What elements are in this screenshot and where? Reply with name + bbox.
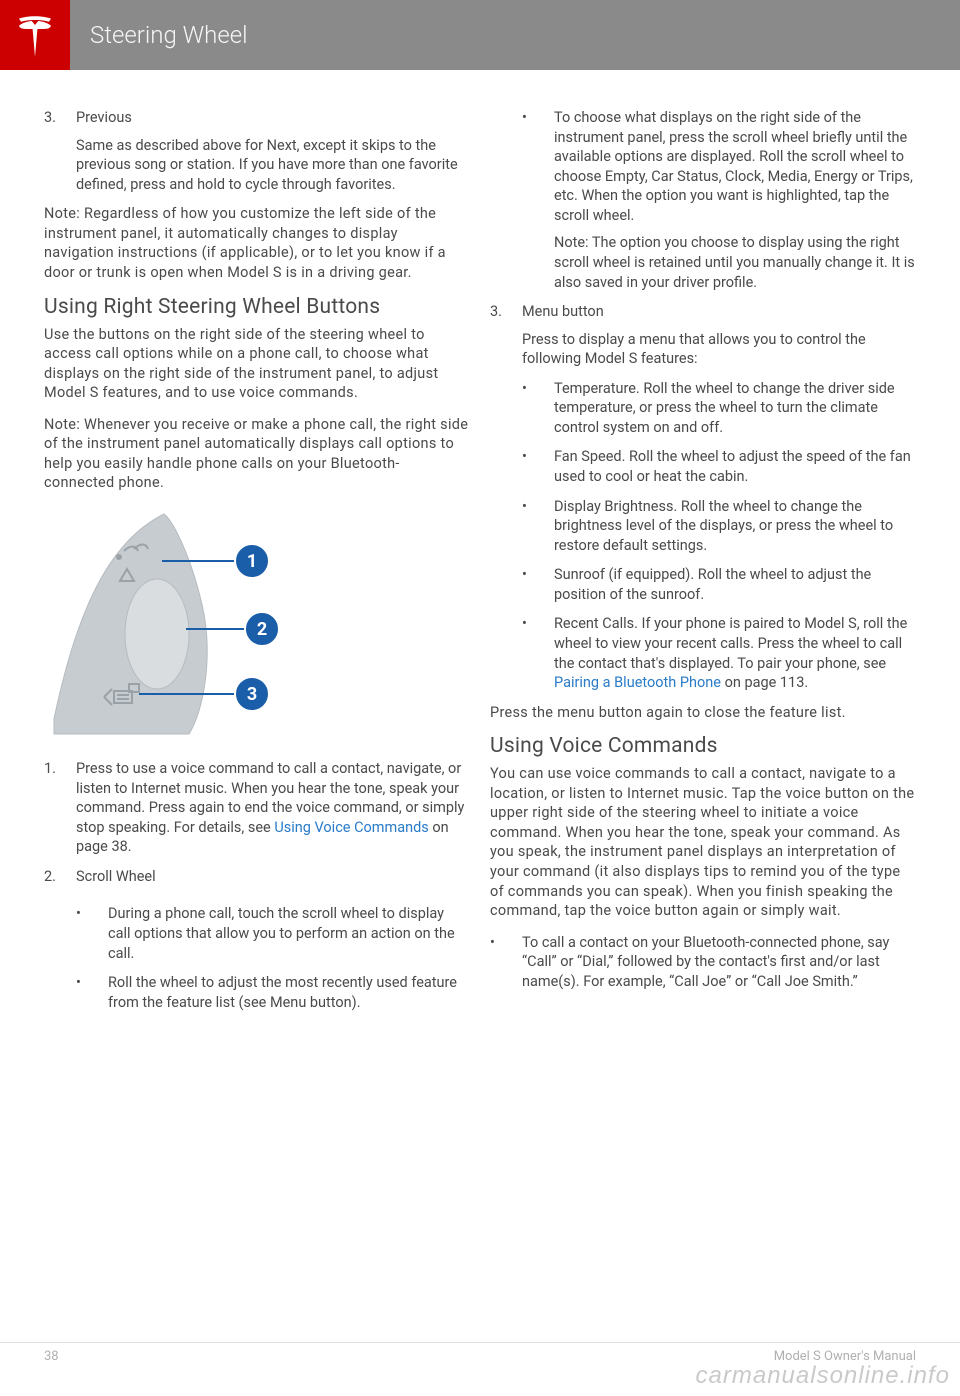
item-body: Same as described above for Next, except…: [76, 136, 470, 195]
bullet-item: • During a phone call, touch the scroll …: [44, 904, 470, 963]
bullet-item: • Recent Calls. If your phone is paired …: [490, 614, 916, 692]
tesla-logo-icon: [15, 13, 55, 57]
bullet-icon: •: [522, 379, 554, 438]
section-heading: Using Voice Commands: [490, 734, 916, 758]
page-number: 38: [44, 1349, 59, 1364]
bullet-item: • Sunroof (if equipped). Roll the wheel …: [490, 565, 916, 604]
list-number: 1.: [44, 759, 76, 857]
paragraph: You can use voice commands to call a con…: [490, 764, 916, 921]
text: Recent Calls. If your phone is paired to…: [554, 615, 907, 671]
tesla-logo-box: [0, 0, 70, 70]
bullet-item: • To call a contact on your Bluetooth-co…: [490, 933, 916, 992]
bullet-item: • Roll the wheel to adjust the most rece…: [44, 973, 470, 1012]
page-title: Steering Wheel: [70, 0, 960, 70]
item-body: Press to use a voice command to call a c…: [76, 759, 470, 857]
bullet-text: Display Brightness. Roll the wheel to ch…: [554, 497, 916, 556]
bullet-item: • Display Brightness. Roll the wheel to …: [490, 497, 916, 556]
bullet-item: • To choose what displays on the right s…: [490, 108, 916, 292]
bullet-icon: •: [490, 933, 522, 992]
bullet-icon: •: [76, 973, 108, 1012]
numbered-item-2: 2. Scroll Wheel: [44, 867, 470, 895]
bullet-icon: •: [522, 614, 554, 692]
bullet-text: To choose what displays on the right sid…: [554, 108, 916, 225]
bullet-icon: •: [76, 904, 108, 963]
bullet-text: Roll the wheel to adjust the most recent…: [108, 973, 470, 1012]
left-column: 3. Previous Same as described above for …: [44, 108, 470, 1022]
svg-text:2: 2: [257, 619, 267, 640]
bullet-text: Recent Calls. If your phone is paired to…: [554, 614, 916, 692]
item-title: Previous: [76, 108, 470, 128]
bullet-item: • Fan Speed. Roll the wheel to adjust th…: [490, 447, 916, 486]
steering-wheel-diagram: 1 2 3: [44, 509, 470, 743]
bullet-text: During a phone call, touch the scroll wh…: [108, 904, 470, 963]
bullet-item: • Temperature. Roll the wheel to change …: [490, 379, 916, 438]
item-title: Menu button: [522, 302, 916, 322]
bullet-icon: •: [522, 447, 554, 486]
section-heading: Using Right Steering Wheel Buttons: [44, 295, 470, 319]
paragraph: Press the menu button again to close the…: [490, 703, 916, 723]
link-voice-commands[interactable]: Using Voice Commands: [274, 819, 428, 836]
svg-text:1: 1: [247, 551, 257, 572]
list-number: 2.: [44, 867, 76, 895]
bullet-icon: •: [522, 108, 554, 292]
note-paragraph: Note: Regardless of how you customize th…: [44, 204, 470, 282]
list-number: 3.: [490, 302, 522, 369]
page-footer: 38 Model S Owner's Manual: [0, 1342, 960, 1364]
content-area: 3. Previous Same as described above for …: [0, 70, 960, 1022]
paragraph: Note: Whenever you receive or make a pho…: [44, 415, 470, 493]
text: on page 113.: [721, 674, 808, 691]
bullet-text: Sunroof (if equipped). Roll the wheel to…: [554, 565, 916, 604]
numbered-item-3-prev: 3. Previous Same as described above for …: [44, 108, 470, 194]
bullet-text: To call a contact on your Bluetooth-conn…: [522, 933, 916, 992]
svg-text:3: 3: [247, 684, 257, 705]
bullet-text: Temperature. Roll the wheel to change th…: [554, 379, 916, 438]
page-header: Steering Wheel: [0, 0, 960, 70]
paragraph: Use the buttons on the right side of the…: [44, 325, 470, 403]
numbered-item-1: 1. Press to use a voice command to call …: [44, 759, 470, 857]
bullet-icon: •: [522, 497, 554, 556]
watermark: carmanualsonline.info: [696, 1362, 950, 1390]
right-column: • To choose what displays on the right s…: [490, 108, 916, 1022]
item-body: Press to display a menu that allows you …: [522, 330, 916, 369]
list-number: 3.: [44, 108, 76, 194]
bullet-icon: •: [522, 565, 554, 604]
numbered-item-3-menu: 3. Menu button Press to display a menu t…: [490, 302, 916, 369]
bullet-text: Fan Speed. Roll the wheel to adjust the …: [554, 447, 916, 486]
link-pairing-bluetooth[interactable]: Pairing a Bluetooth Phone: [554, 674, 721, 691]
item-title: Scroll Wheel: [76, 867, 470, 887]
note-text: Note: The option you choose to display u…: [554, 233, 916, 292]
